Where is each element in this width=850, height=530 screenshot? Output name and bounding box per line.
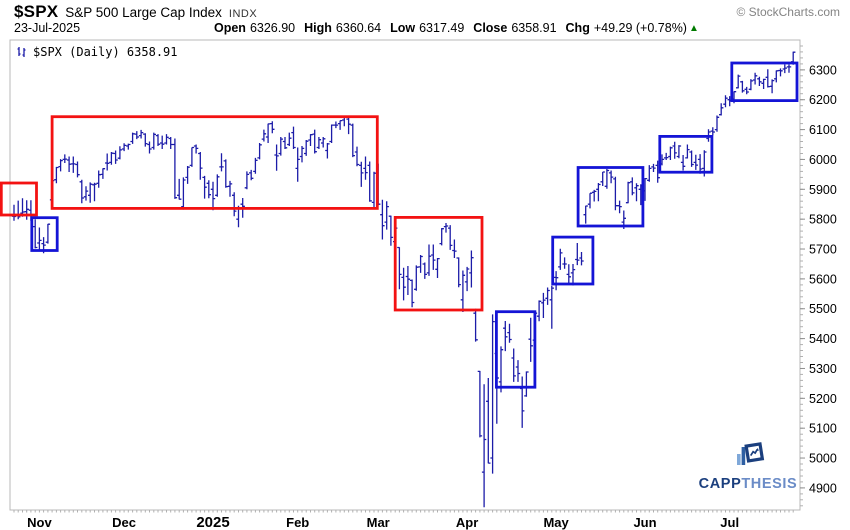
y-axis-label: 6200	[809, 93, 837, 107]
y-axis-label: 6100	[809, 123, 837, 137]
month-label: Feb	[286, 515, 309, 530]
legend-text: $SPX (Daily) 6358.91	[33, 45, 178, 59]
exchange-tag: INDX	[228, 8, 258, 20]
y-axis-label: 5000	[809, 452, 837, 466]
month-label: Nov	[27, 515, 52, 530]
stat-high: High 6360.64	[304, 21, 382, 35]
cappthesis-watermark: CAPPTHESIS	[693, 438, 803, 492]
month-label: 2025	[196, 514, 229, 530]
stockcharts-copyright: © StockCharts.com	[736, 5, 840, 19]
y-axis-label: 5800	[809, 213, 837, 227]
y-axis-label: 4900	[809, 481, 837, 495]
range-box-main-consolidation	[50, 115, 379, 210]
month-label: Mar	[367, 515, 390, 530]
month-label: Jul	[720, 515, 739, 530]
quote-row: 23-Jul-2025 Open 6326.90 High 6360.64 Low 6…	[14, 21, 840, 35]
y-axis-label: 5100	[809, 422, 837, 436]
ohlc-legend-icon	[17, 46, 26, 57]
range-box-july	[730, 61, 799, 102]
symbol: $SPX	[14, 2, 59, 21]
y-axis: 6300 6200 6100 6000 5900 5800 5700 5600 5500 5400…	[800, 45, 837, 507]
y-axis-label: 5700	[809, 243, 837, 257]
cappthesis-logo-icon	[737, 442, 765, 465]
month-label: Dec	[112, 515, 136, 530]
stat-close: Close 6358.91	[473, 21, 557, 35]
y-axis-label: 5900	[809, 183, 837, 197]
stat-low: Low 6317.49	[390, 21, 465, 35]
ohlc-bars	[11, 51, 796, 508]
chart-title: $SPX S&P 500 Large Cap Index INDX	[14, 2, 257, 22]
change-up-triangle-icon: ▲	[688, 23, 699, 34]
y-axis-label: 5300	[809, 362, 837, 376]
cappthesis-logo-text: CAPPTHESIS	[698, 476, 798, 492]
range-box-early-may	[551, 235, 595, 286]
x-axis: Nov Dec 2025 Feb Mar Apr May Jun Jul	[13, 510, 794, 530]
range-box-april	[494, 310, 537, 389]
range-box-nov-dip	[30, 216, 59, 252]
range-box-oct	[0, 181, 38, 217]
index-name: S&P 500 Large Cap Index	[65, 5, 222, 20]
range-box-june	[658, 134, 714, 174]
stat-open: Open 6326.90	[214, 21, 296, 35]
y-axis-label: 6300	[809, 63, 837, 77]
y-axis-label: 5500	[809, 302, 837, 316]
plot-frame	[9, 39, 801, 511]
quote-date: 23-Jul-2025	[14, 21, 81, 35]
month-label: Apr	[456, 515, 478, 530]
range-box-late-may	[576, 166, 645, 228]
stat-change: Chg +49.29 (+0.78%) ▲	[565, 21, 699, 35]
y-axis-label: 5400	[809, 332, 837, 346]
y-axis-label: 6000	[809, 153, 837, 167]
y-axis-label: 5600	[809, 272, 837, 286]
chart-legend: $SPX (Daily) 6358.91	[15, 45, 178, 59]
month-label: May	[543, 515, 569, 530]
y-axis-label: 5200	[809, 392, 837, 406]
month-label: Jun	[633, 515, 656, 530]
range-box-march	[393, 215, 484, 312]
